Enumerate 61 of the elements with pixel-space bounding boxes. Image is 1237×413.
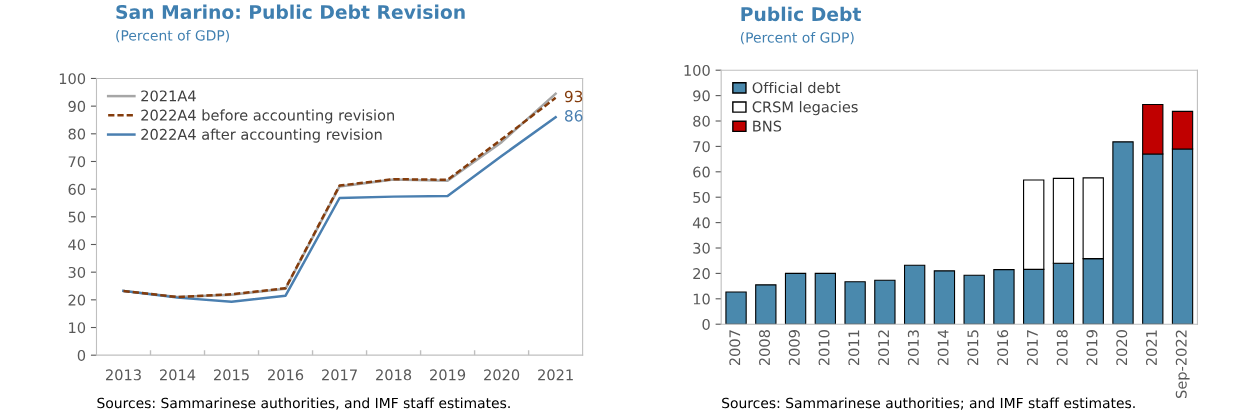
y-tick-label: 40 [692, 217, 710, 229]
y-tick-label: 60 [693, 166, 710, 178]
x-tick-label: 2008 [759, 330, 771, 366]
y-tick-label: 80 [68, 128, 86, 140]
legend-label: 2022A4 before accounting revision [141, 109, 394, 124]
x-tick-label: 2021 [1145, 330, 1157, 366]
legend-label: 2022A4 after accounting revision [141, 128, 382, 143]
y-tick-label: 10 [69, 322, 86, 334]
y-tick-label: 40 [68, 239, 86, 251]
y-tick-label: 80 [693, 115, 710, 127]
x-tick-label: 2012 [878, 330, 890, 366]
x-tick-label: 2015 [214, 369, 249, 381]
source-note: Sources: Sammarinese authorities, and IMF staff estimates. [97, 397, 510, 410]
x-tick-label: 2013 [106, 369, 141, 381]
x-tick-label: 2010 [818, 330, 830, 366]
x-tick-label: 2009 [788, 330, 800, 366]
legend-label: 2021A4 [141, 90, 196, 102]
legend-label: Official debt [752, 81, 841, 94]
y-tick-label: 0 [77, 349, 86, 361]
x-tick-label: 2007 [729, 330, 741, 366]
x-tick-label: 2020 [1116, 330, 1128, 366]
source-note: Sources: Sammarinese authorities; and IMF staff estimates. [722, 397, 1135, 410]
y-tick-label: 70 [68, 156, 86, 168]
data-label: 86 [564, 110, 583, 122]
x-tick-label: 2013 [907, 330, 919, 366]
chart-title: Public Debt [741, 6, 861, 22]
x-tick-label: 2018 [376, 369, 412, 381]
y-tick-label: 90 [693, 90, 710, 102]
x-tick-label: 2017 [1026, 330, 1038, 366]
chart-title: San Marino: Public Debt Revision [116, 4, 465, 20]
x-tick-label: 2019 [430, 369, 466, 381]
data-label: 93 [564, 90, 583, 103]
x-tick-label: Sep-2022 [1175, 330, 1190, 398]
y-tick-label: 100 [684, 64, 710, 76]
y-tick-label: 100 [59, 73, 86, 85]
x-tick-label: 2021 [538, 369, 573, 381]
chart-subtitle: (Percent of GDP) [116, 29, 229, 43]
y-tick-label: 10 [693, 293, 710, 305]
y-tick-label: 50 [693, 191, 710, 203]
x-tick-label: 2019 [1086, 330, 1098, 366]
y-tick-label: 30 [68, 266, 86, 278]
x-tick-label: 2014 [937, 329, 949, 366]
legend-label: CRSM legacies [752, 101, 858, 116]
x-tick-label: 2014 [160, 369, 196, 381]
y-tick-label: 20 [68, 294, 86, 306]
x-tick-label: 2015 [967, 330, 979, 366]
x-tick-label: 2011 [848, 330, 860, 366]
x-tick-label: 2018 [1056, 330, 1068, 366]
x-tick-label: 2016 [997, 329, 1009, 366]
y-tick-label: 0 [702, 318, 710, 330]
x-tick-label: 2020 [484, 369, 520, 381]
x-tick-label: 2017 [322, 369, 357, 381]
y-tick-label: 90 [68, 100, 86, 112]
y-tick-label: 20 [693, 268, 710, 280]
y-tick-label: 70 [693, 141, 710, 153]
y-tick-label: 50 [68, 211, 86, 223]
chart-subtitle: (Percent of GDP) [740, 31, 854, 45]
x-tick-label: 2016 [268, 369, 304, 381]
legend-label: BNS [753, 120, 782, 132]
y-tick-label: 30 [693, 242, 710, 254]
y-tick-label: 60 [68, 183, 86, 195]
